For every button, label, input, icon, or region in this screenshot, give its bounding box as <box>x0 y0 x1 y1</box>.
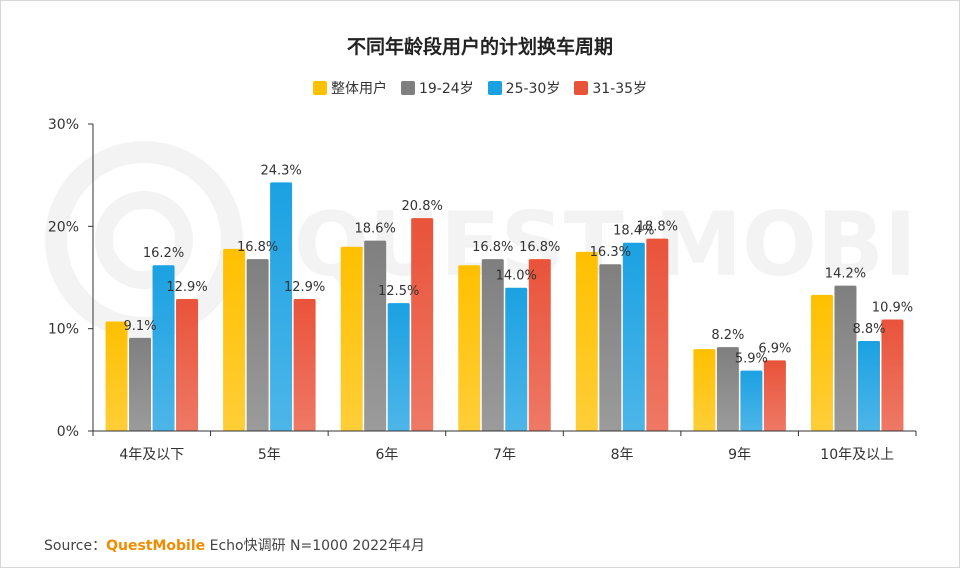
bar <box>387 303 410 431</box>
data-label: 14.0% <box>496 269 537 284</box>
bar <box>246 259 269 431</box>
bar <box>834 285 857 431</box>
data-label: 16.8% <box>472 240 513 255</box>
legend-label: 25-30岁 <box>505 81 561 97</box>
legend-swatch <box>312 81 327 95</box>
y-tick-label: 30% <box>48 117 79 133</box>
data-label: 24.3% <box>260 163 301 178</box>
bar <box>105 321 128 431</box>
bar <box>810 294 833 431</box>
bar <box>528 259 551 431</box>
data-label: 16.2% <box>143 246 184 261</box>
data-label: 18.8% <box>637 220 678 235</box>
data-label: 5.9% <box>735 352 768 367</box>
bar <box>270 182 293 431</box>
x-tick-label: 10年及以上 <box>820 447 894 463</box>
bar <box>716 347 739 431</box>
data-label: 16.8% <box>519 240 560 255</box>
legend-swatch <box>574 81 589 95</box>
bar <box>881 319 904 431</box>
bar <box>693 349 716 431</box>
bar <box>129 337 152 431</box>
bar <box>857 340 880 431</box>
x-tick-label: 7年 <box>493 447 516 463</box>
data-labels: 9.1% 16.2% 12.9% 16.8% 24.3% 12.9% 18.6% 12.5% 2… <box>124 163 914 366</box>
data-label: 6.9% <box>758 341 791 356</box>
legend-item: 整体用户 <box>312 78 387 98</box>
data-label: 12.9% <box>284 280 325 295</box>
x-axis: 4年及以下 5年 6年 7年 8年 9年 10年及以上 <box>92 430 917 463</box>
legend: 整体用户 19-24岁 25-30岁 31-35岁 <box>0 78 960 98</box>
bar <box>293 298 316 431</box>
data-label: 10.9% <box>872 300 913 315</box>
data-label: 14.2% <box>825 267 866 282</box>
bars <box>105 182 904 431</box>
legend-item: 31-35岁 <box>574 78 647 98</box>
bar <box>152 265 175 431</box>
bar <box>364 240 387 431</box>
data-label: 9.1% <box>124 319 157 334</box>
bar <box>575 251 598 431</box>
x-tick-label: 8年 <box>611 447 634 463</box>
y-tick-label: 0% <box>57 424 79 440</box>
source-text: Echo快调研 N=1000 2022年4月 <box>205 538 425 554</box>
data-label: 12.5% <box>378 284 419 299</box>
bar <box>223 248 246 431</box>
data-label: 8.8% <box>852 322 885 337</box>
bar <box>646 238 669 431</box>
x-tick-label: 6年 <box>375 447 398 463</box>
source-note: Source：QuestMobile Echo快调研 N=1000 2022年4… <box>44 535 425 555</box>
data-label: 16.8% <box>237 240 278 255</box>
chart-title: 不同年龄段用户的计划换车周期 <box>346 36 613 58</box>
bar <box>411 218 434 431</box>
x-tick-label: 5年 <box>258 447 281 463</box>
legend-label: 31-35岁 <box>592 81 648 97</box>
bar <box>599 264 622 431</box>
legend-item: 19-24岁 <box>400 78 474 98</box>
x-tick-label: 4年及以下 <box>119 447 184 463</box>
data-label: 8.2% <box>711 328 744 343</box>
data-label: 12.9% <box>166 280 207 295</box>
legend-label: 整体用户 <box>330 81 387 97</box>
y-axis: 0% 10% 20% 30% <box>48 117 94 440</box>
data-label: 18.4% <box>613 224 654 239</box>
legend-label: 19-24岁 <box>418 81 474 97</box>
bar <box>505 287 528 431</box>
bar <box>763 360 786 431</box>
y-tick-label: 10% <box>48 322 79 338</box>
legend-swatch <box>487 81 502 95</box>
bar <box>340 246 363 431</box>
data-label: 18.6% <box>355 222 396 237</box>
source-prefix: Source： <box>44 538 107 554</box>
bar <box>481 259 504 431</box>
data-label: 20.8% <box>402 199 443 214</box>
source-brand: QuestMobile <box>106 538 206 554</box>
data-label: 16.3% <box>590 245 631 260</box>
y-tick-label: 20% <box>48 219 79 235</box>
bar <box>176 298 199 431</box>
bar <box>458 265 481 431</box>
bar <box>740 370 763 431</box>
legend-item: 25-30岁 <box>487 78 561 98</box>
x-tick-label: 9年 <box>728 447 751 463</box>
legend-swatch <box>400 81 415 95</box>
bar <box>622 242 645 431</box>
